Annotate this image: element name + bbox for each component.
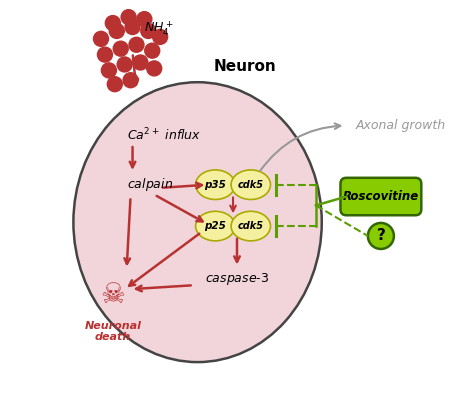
Circle shape [123,73,138,88]
Circle shape [153,29,168,44]
Circle shape [133,55,148,70]
Ellipse shape [231,211,271,241]
Text: $\mathit{calpain}$: $\mathit{calpain}$ [127,176,173,193]
Circle shape [145,43,160,58]
Circle shape [125,19,140,35]
Circle shape [107,77,122,92]
Ellipse shape [73,82,322,362]
Circle shape [368,223,394,249]
Text: p25: p25 [204,221,226,231]
Text: Roscovitine: Roscovitine [343,190,419,203]
Circle shape [101,63,117,78]
Text: p35: p35 [204,180,226,190]
Circle shape [137,12,152,27]
Text: $\mathit{NH_4^+}$: $\mathit{NH_4^+}$ [145,19,174,39]
Circle shape [147,61,162,76]
Circle shape [93,31,109,46]
Ellipse shape [196,170,235,199]
Circle shape [113,41,128,56]
Text: Axonal growth: Axonal growth [356,119,446,132]
Ellipse shape [231,170,271,199]
Text: Neuronal
death: Neuronal death [84,321,141,342]
Circle shape [141,23,156,39]
Circle shape [121,10,136,25]
FancyBboxPatch shape [340,178,421,215]
Text: cdk5: cdk5 [238,180,264,190]
Circle shape [105,15,120,31]
Circle shape [117,57,132,72]
Text: ☠: ☠ [100,281,125,309]
Text: cdk5: cdk5 [238,221,264,231]
Circle shape [129,37,144,52]
Text: Neuron: Neuron [213,59,276,74]
Ellipse shape [196,211,235,241]
Circle shape [98,47,112,62]
Circle shape [109,23,124,39]
Text: $\mathit{Ca^{2+}\ influx}$: $\mathit{Ca^{2+}\ influx}$ [127,127,201,144]
Text: $\mathit{caspase\text{-}3}$: $\mathit{caspase\text{-}3}$ [205,271,269,287]
Text: ?: ? [376,228,385,243]
